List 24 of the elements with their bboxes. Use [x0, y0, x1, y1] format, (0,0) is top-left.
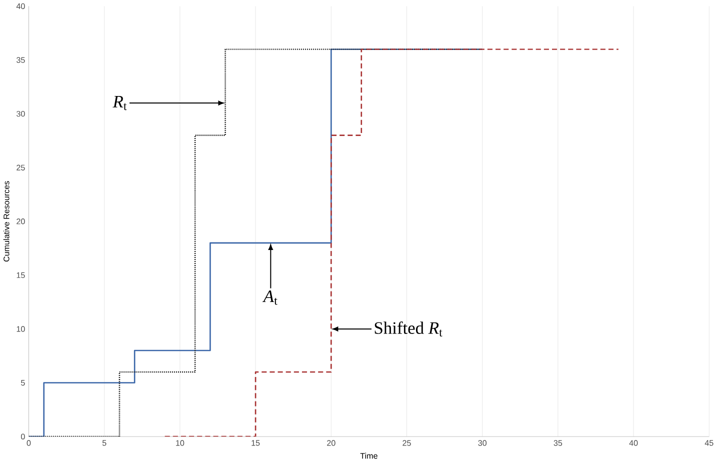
y-tick-label: 35	[16, 57, 25, 63]
y-tick-label: 10	[16, 326, 25, 332]
x-tick-label: 35	[554, 440, 562, 446]
y-tick-label: 30	[16, 110, 25, 117]
x-tick-label: 0	[26, 440, 31, 446]
x-tick-label: 40	[629, 440, 638, 446]
y-tick-label: 20	[16, 218, 25, 224]
x-tick-label: 10	[176, 440, 184, 446]
annotation: Shifted R$_{t}$	[374, 321, 442, 336]
y-tick-label: 0	[21, 434, 25, 440]
x-tick-label: 25	[402, 440, 411, 446]
x-axis-title: Time	[360, 452, 378, 459]
x-tick-label: 45	[704, 440, 714, 446]
y-tick-label: 40	[16, 3, 25, 10]
y-tick-label: 15	[16, 272, 25, 278]
y-tick-label: 5	[21, 380, 25, 386]
y-tick-label: 25	[16, 164, 25, 170]
x-tick-label: 5	[102, 440, 106, 446]
annotation: R$_{t}$	[112, 96, 127, 110]
y-axis-title: Cumulative Resources	[3, 181, 10, 262]
x-tick-label: 30	[478, 440, 487, 446]
x-tick-label: 20	[327, 440, 336, 446]
annotation: A$_{t}$	[262, 290, 278, 305]
x-tick-label: 15	[252, 440, 260, 446]
